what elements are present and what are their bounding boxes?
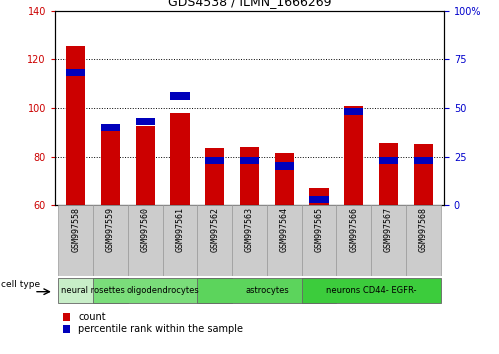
Bar: [301, 278, 441, 303]
Bar: [336, 205, 371, 276]
Bar: [240, 147, 259, 205]
Text: GSM997568: GSM997568: [419, 207, 428, 252]
Bar: [128, 205, 163, 276]
Bar: [171, 92, 190, 100]
Text: oligodendrocytes: oligodendrocytes: [126, 286, 199, 295]
Bar: [309, 188, 328, 205]
Bar: [406, 205, 441, 276]
Bar: [267, 205, 301, 276]
Bar: [198, 278, 336, 303]
Text: cell type: cell type: [1, 280, 40, 289]
Text: GSM997565: GSM997565: [314, 207, 323, 252]
Text: astrocytes: astrocytes: [245, 286, 289, 295]
Bar: [344, 108, 363, 115]
Text: neural rosettes: neural rosettes: [61, 286, 125, 295]
Text: GSM997559: GSM997559: [106, 207, 115, 252]
Bar: [163, 205, 198, 276]
Bar: [205, 148, 225, 205]
Bar: [58, 278, 128, 303]
Bar: [136, 118, 155, 125]
Bar: [232, 205, 267, 276]
Bar: [240, 156, 259, 164]
Bar: [414, 156, 433, 164]
Bar: [414, 144, 433, 205]
Text: GSM997566: GSM997566: [349, 207, 358, 252]
Text: GSM997563: GSM997563: [245, 207, 254, 252]
Title: GDS4538 / ILMN_1666269: GDS4538 / ILMN_1666269: [168, 0, 331, 8]
Bar: [101, 124, 120, 131]
Bar: [309, 195, 328, 203]
Bar: [344, 105, 363, 205]
Text: GSM997567: GSM997567: [384, 207, 393, 252]
Bar: [101, 130, 120, 205]
Text: GSM997560: GSM997560: [141, 207, 150, 252]
Bar: [274, 162, 294, 170]
Bar: [171, 113, 190, 205]
Bar: [93, 278, 232, 303]
Bar: [301, 205, 336, 276]
Bar: [379, 143, 398, 205]
Bar: [274, 153, 294, 205]
Text: GSM997561: GSM997561: [176, 207, 185, 252]
Bar: [58, 205, 93, 276]
Bar: [379, 156, 398, 164]
Bar: [198, 205, 232, 276]
Bar: [93, 205, 128, 276]
Text: GSM997558: GSM997558: [71, 207, 80, 252]
Bar: [66, 46, 85, 205]
Bar: [136, 126, 155, 205]
Bar: [371, 205, 406, 276]
Legend: count, percentile rank within the sample: count, percentile rank within the sample: [60, 309, 246, 337]
Text: GSM997562: GSM997562: [210, 207, 219, 252]
Text: neurons CD44- EGFR-: neurons CD44- EGFR-: [326, 286, 416, 295]
Bar: [205, 156, 225, 164]
Bar: [66, 69, 85, 76]
Text: GSM997564: GSM997564: [280, 207, 289, 252]
